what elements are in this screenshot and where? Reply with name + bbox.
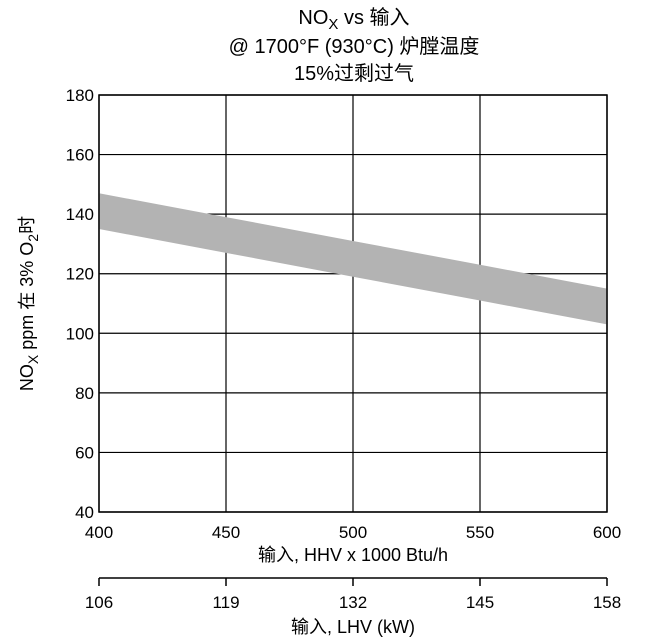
x-tick-label-550: 550	[466, 523, 494, 542]
secondary-tick-label-145: 145	[466, 593, 494, 612]
nox-band	[99, 193, 607, 325]
x-tick-label-500: 500	[339, 523, 367, 542]
y-tick-labels: 40 60 80 100 120 140 160 180	[66, 86, 94, 522]
y-tick-label-100: 100	[66, 324, 94, 343]
band-layer	[99, 193, 607, 325]
x-tick-label-600: 600	[593, 523, 621, 542]
x-tick-label-400: 400	[85, 523, 113, 542]
secondary-x-axis-label: 输入, LHV (kW)	[291, 617, 415, 637]
x-tick-labels: 400 450 500 550 600	[85, 523, 621, 542]
x-axis-label: 输入, HHV x 1000 Btu/h	[258, 545, 448, 565]
title-line-2: @ 1700°F (930°C) 炉膛温度	[229, 35, 480, 58]
y-tick-label-120: 120	[66, 265, 94, 284]
y-tick-label-160: 160	[66, 146, 94, 165]
secondary-tick-label-106: 106	[85, 593, 113, 612]
y-tick-label-40: 40	[75, 503, 94, 522]
secondary-x-axis: 106 119 132 145 158	[85, 577, 621, 612]
title-line-1: NOX vs 输入	[298, 6, 409, 33]
title-line-3: 15%过剩过气	[294, 62, 414, 85]
y-axis-label: NOX ppm 在 3% O2时	[17, 216, 41, 391]
secondary-tick-label-158: 158	[593, 593, 621, 612]
plot-frame	[98, 94, 608, 513]
secondary-tick-label-132: 132	[339, 593, 367, 612]
x-tick-label-450: 450	[212, 523, 240, 542]
secondary-tick-label-119: 119	[212, 593, 239, 612]
chart-title: NOX vs 输入 @ 1700°F (930°C) 炉膛温度 15%过剩过气	[229, 6, 480, 85]
y-tick-label-60: 60	[75, 443, 94, 462]
y-tick-label-140: 140	[66, 205, 94, 224]
y-tick-label-80: 80	[75, 384, 94, 403]
y-tick-label-180: 180	[66, 86, 94, 105]
